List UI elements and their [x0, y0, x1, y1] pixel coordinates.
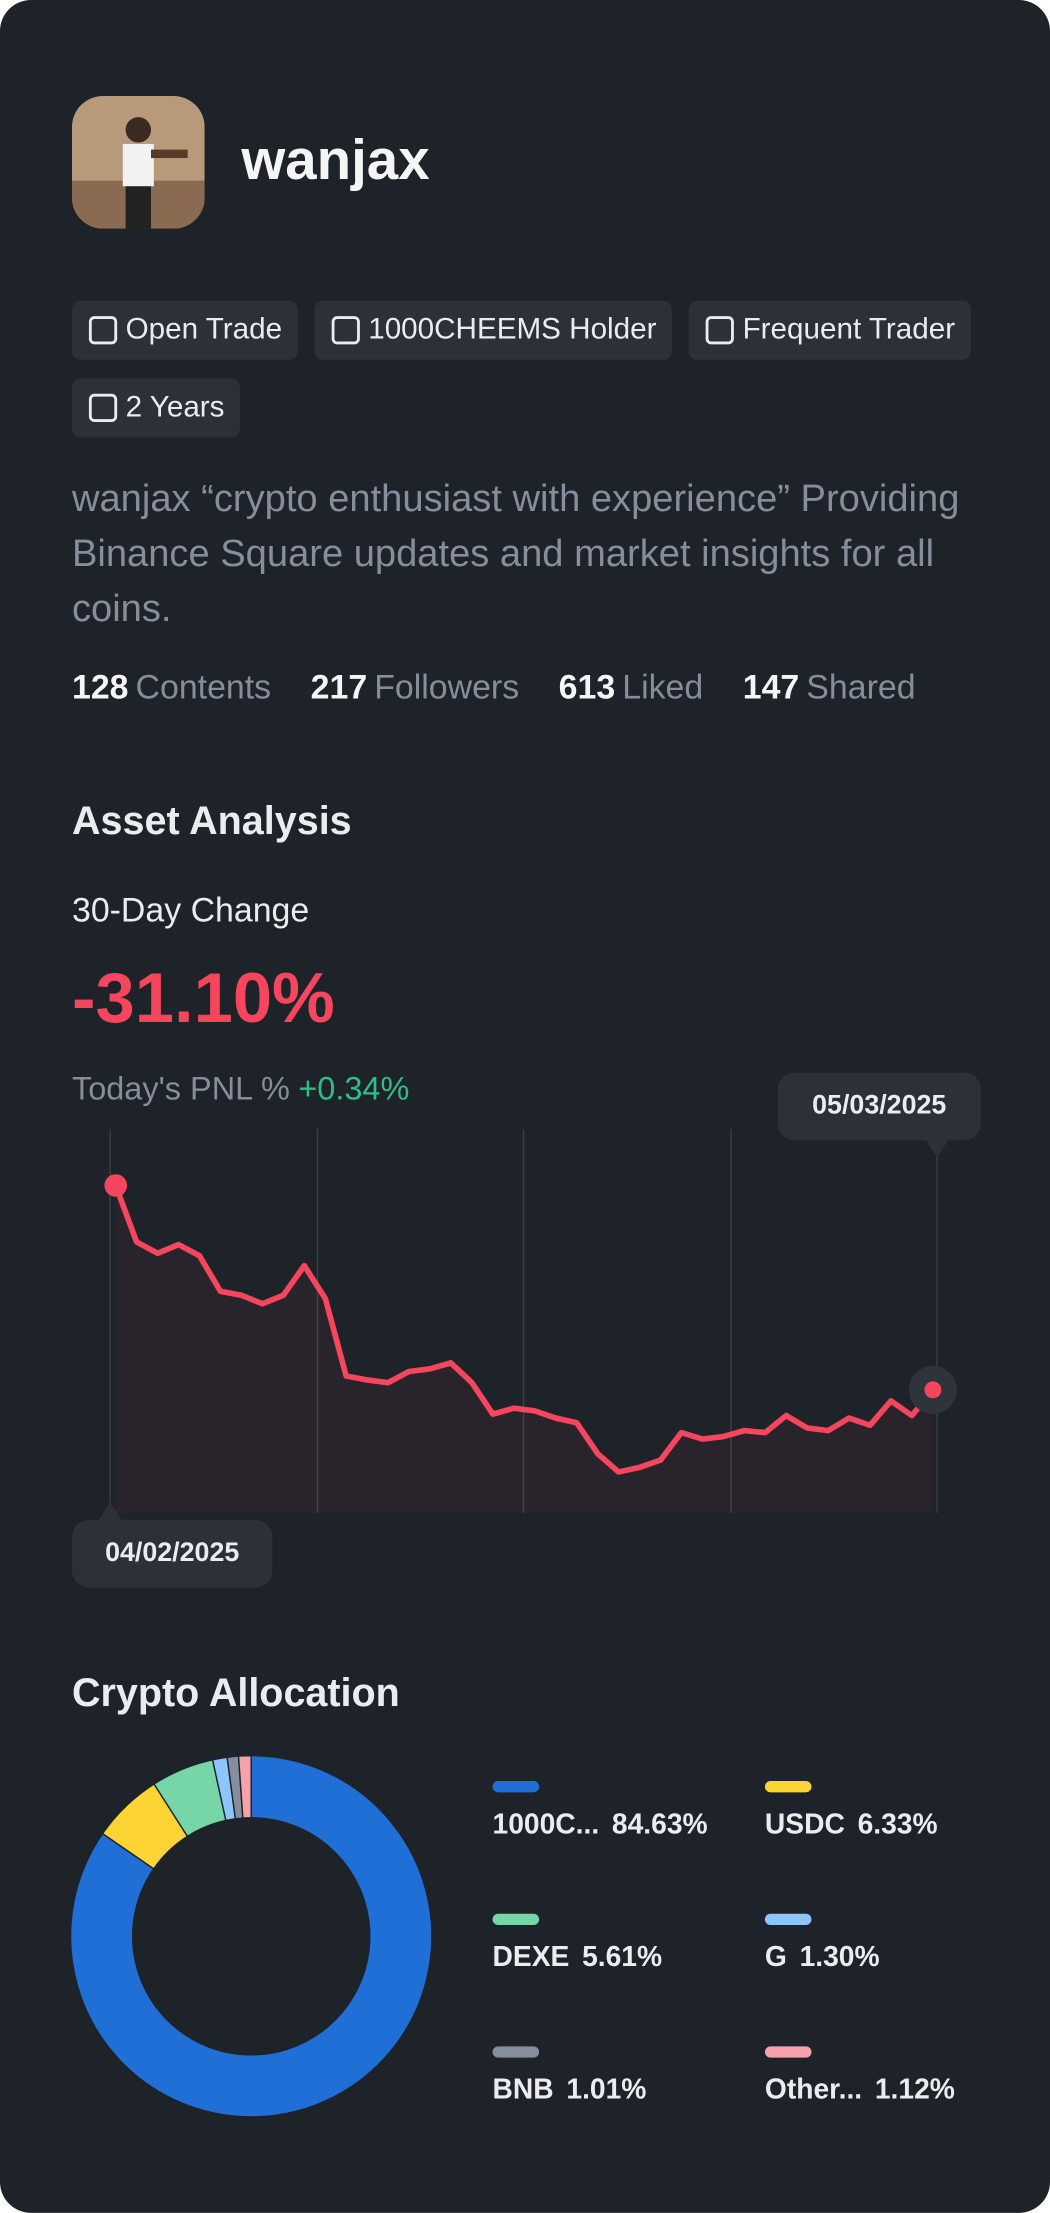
- stat: 128 Contents: [72, 669, 271, 709]
- bio: wanjax “crypto enthusiast with experienc…: [71, 477, 960, 630]
- stats: 128 Contents 217 Followers 613 Liked 147 Shared: [72, 669, 916, 709]
- donut-slice: [237, 1754, 252, 1819]
- legend-label: Other...: [765, 2073, 862, 2105]
- badge: 2 Years: [71, 378, 241, 438]
- legend-label: USDC: [765, 1807, 845, 1839]
- badge-label: Open Trade: [125, 313, 283, 346]
- line: [113, 1184, 936, 1475]
- legend-label: 1000C...: [493, 1807, 600, 1839]
- stat-value: 613: [558, 668, 616, 708]
- legend-label: BNB: [493, 2073, 554, 2105]
- stat: 217 Followers: [311, 669, 520, 709]
- stat-label: Followers: [374, 668, 520, 708]
- legend-swatch: [764, 2046, 812, 2058]
- end-date: 05/03/2025: [777, 1072, 981, 1141]
- stat-value: 147: [742, 668, 800, 708]
- legend-swatch: [764, 1913, 812, 1925]
- badge-label: 2 Years: [125, 390, 225, 424]
- stat-value: 128: [71, 668, 129, 708]
- badges: Open Trade 1000CHEEMS Holder Frequent Trad…: [71, 300, 1003, 438]
- end-point: [924, 1381, 942, 1399]
- tip-pointer: [925, 1140, 949, 1158]
- badge-label: 1000CHEEMS Holder: [368, 313, 657, 346]
- badge-icon: [88, 393, 118, 422]
- stat: 147 Shared: [743, 669, 916, 709]
- legend-swatch: [492, 1913, 540, 1925]
- pnl: Today's PNL % +0.34%: [72, 1070, 409, 1108]
- legend-value: 6.33%: [858, 1807, 938, 1839]
- legend-swatch: [764, 1781, 812, 1793]
- change-value: -31.10%: [71, 958, 335, 1038]
- legend-label: G: [765, 1940, 787, 1972]
- start-point: [104, 1174, 128, 1197]
- area: [115, 1185, 933, 1513]
- avatar[interactable]: [71, 95, 205, 229]
- badge-icon: [331, 316, 360, 345]
- change-label: 30-Day Change: [71, 891, 310, 931]
- legend-value: 1.01%: [566, 2073, 646, 2105]
- stat: 613 Liked: [559, 669, 704, 709]
- badge: Open Trade: [71, 300, 298, 360]
- badge-label: Frequent Trader: [742, 313, 956, 346]
- username: wanjax: [241, 129, 430, 192]
- stat-label: Liked: [622, 668, 704, 708]
- legend-swatch: [492, 2046, 540, 2058]
- legend-value: 5.61%: [582, 1940, 662, 1972]
- tip-pointer: [98, 1501, 122, 1520]
- pnl-label: Today's PNL %: [71, 1069, 290, 1107]
- legend-value: 84.63%: [612, 1807, 708, 1839]
- badge-icon: [88, 316, 118, 345]
- legend-swatch: [492, 1781, 540, 1793]
- legend-value: 1.30%: [800, 1940, 880, 1972]
- stat-label: Contents: [135, 668, 272, 708]
- badge: Frequent Trader: [688, 300, 971, 360]
- stat-value: 217: [310, 668, 368, 708]
- pnl-value: +0.34%: [298, 1069, 410, 1107]
- start-date: 04/02/2025: [71, 1519, 273, 1588]
- donut-slice: [69, 1754, 433, 2118]
- legend-value: 1.12%: [875, 2073, 955, 2105]
- section-title: Crypto Allocation: [71, 1670, 400, 1715]
- badge-icon: [705, 316, 735, 345]
- section-title: Asset Analysis: [71, 798, 352, 843]
- stat-label: Shared: [806, 668, 916, 708]
- legend-label: DEXE: [493, 1940, 570, 1972]
- badge: 1000CHEEMS Holder: [314, 300, 673, 360]
